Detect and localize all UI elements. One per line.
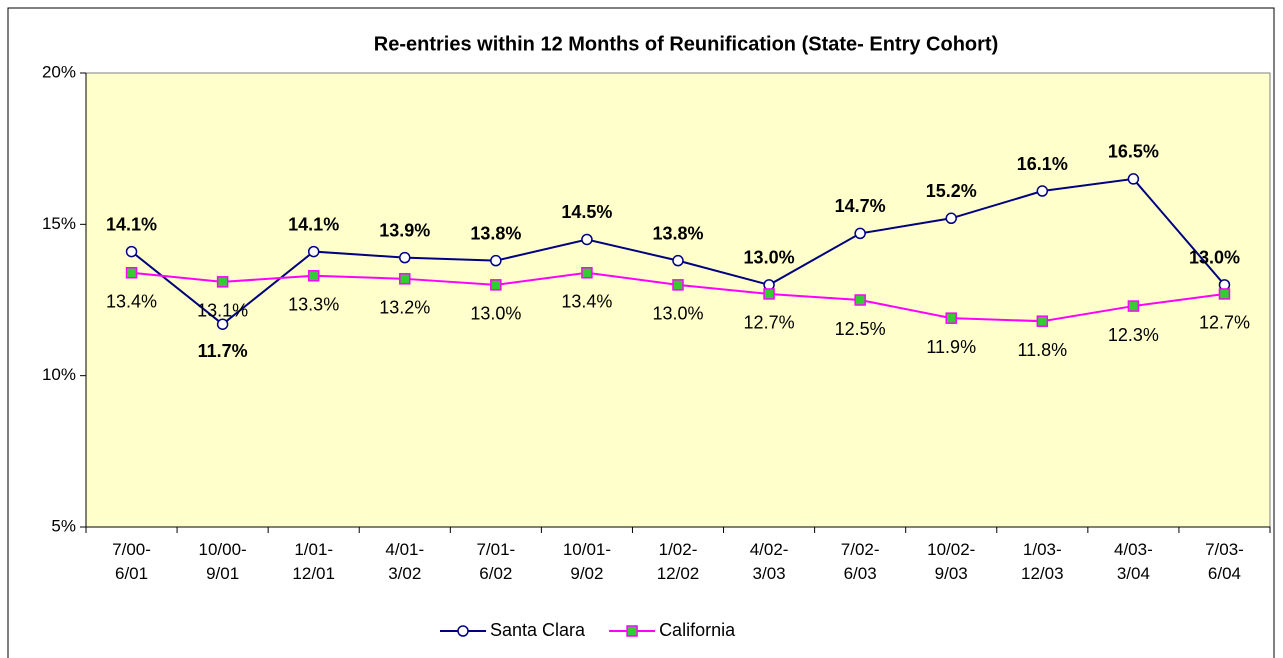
data-label: 13.0% [1189, 248, 1240, 268]
marker [1036, 185, 1049, 197]
legend-label: Santa Clara [490, 620, 586, 640]
marker [1127, 300, 1140, 312]
data-label: 16.5% [1108, 142, 1159, 162]
legend-marker [457, 625, 469, 637]
marker [307, 270, 320, 282]
marker [672, 279, 684, 291]
marker [1218, 288, 1231, 300]
y-tick-label: 15% [42, 214, 76, 233]
data-label: 14.7% [835, 196, 886, 216]
marker [125, 267, 138, 279]
marker [581, 267, 593, 279]
data-label: 13.4% [106, 292, 157, 312]
x-tick-label: 10/00- 9/01 [198, 540, 247, 583]
data-label: 12.3% [1108, 325, 1159, 345]
marker [1127, 173, 1140, 185]
data-label: 13.2% [379, 298, 430, 318]
data-label: 14.1% [106, 214, 157, 234]
marker [763, 288, 775, 300]
x-tick-label: 7/02- 6/03 [840, 540, 880, 583]
data-label: 11.7% [198, 341, 248, 361]
x-tick-label: 1/03- 12/03 [1021, 540, 1064, 583]
marker [854, 294, 866, 306]
marker [216, 276, 229, 288]
data-label: 11.9% [926, 337, 976, 357]
x-tick-label: 4/02- 3/03 [749, 540, 789, 583]
x-tick-label: 4/03- 3/04 [1114, 540, 1153, 583]
data-label: 16.1% [1017, 154, 1068, 174]
data-label: 12.7% [1199, 313, 1250, 333]
data-label: 13.0% [744, 248, 795, 268]
data-label: 13.4% [561, 292, 612, 312]
x-tick-label: 1/02- 12/02 [656, 540, 700, 583]
data-label: 15.2% [926, 181, 977, 201]
plot-area [85, 72, 1271, 528]
marker [945, 212, 957, 225]
marker [490, 279, 502, 291]
data-label: 13.0% [470, 304, 521, 324]
data-label: 12.5% [835, 319, 886, 339]
data-label: 14.1% [288, 214, 339, 234]
data-label: 13.1% [197, 301, 248, 321]
data-label: 14.5% [561, 202, 612, 222]
marker [216, 318, 229, 330]
marker [581, 233, 593, 246]
marker [399, 273, 411, 285]
data-label: 13.9% [379, 220, 430, 240]
x-tick-label: 7/00- 6/01 [112, 540, 151, 583]
x-tick-label: 4/01- 3/02 [385, 540, 425, 583]
marker [399, 251, 411, 264]
marker [945, 312, 957, 324]
data-label: 13.8% [652, 223, 703, 243]
x-tick-label: 7/03- 6/04 [1205, 540, 1244, 583]
marker [1036, 315, 1049, 327]
marker [672, 254, 684, 267]
y-tick-label: 5% [51, 516, 76, 535]
legend-marker [626, 625, 638, 637]
marker [490, 254, 502, 267]
marker [854, 227, 866, 240]
marker [125, 245, 138, 258]
y-tick-label: 20% [42, 62, 76, 81]
x-tick-label: 10/01- 9/02 [562, 540, 612, 583]
marker [307, 245, 320, 258]
x-tick-label: 1/01- 12/01 [292, 540, 335, 583]
legend-label: California [659, 620, 736, 640]
x-tick-label: 7/01- 6/02 [476, 540, 516, 583]
x-tick-label: 10/02- 9/03 [927, 540, 976, 583]
data-label: 12.7% [744, 313, 795, 333]
data-label: 11.8% [1017, 340, 1067, 360]
data-label: 13.8% [470, 223, 521, 243]
data-label: 13.3% [288, 295, 339, 315]
data-label: 13.0% [652, 304, 703, 324]
y-tick-label: 10% [42, 365, 76, 384]
chart-title: Re-entries within 12 Months of Reunifica… [374, 33, 998, 55]
